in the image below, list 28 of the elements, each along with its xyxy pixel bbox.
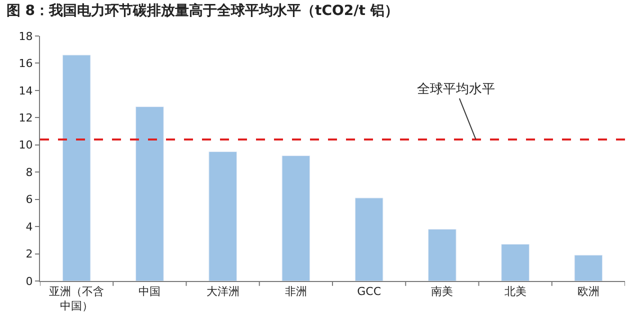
bar [574,254,603,281]
x-tick-label: GCC [357,285,382,298]
y-tick-label: 8 [26,166,33,179]
y-tick-label: 18 [18,30,33,43]
bar [354,198,384,281]
x-tick-label: 南美 [431,285,454,298]
bar [136,106,164,281]
x-tick-label: 非洲 [284,285,307,298]
y-tick-label: 4 [26,220,33,234]
y-tick-label: 16 [18,57,33,70]
x-tick-label: 欧洲 [577,285,600,298]
bar [282,156,310,281]
chart-title: 图 8：我国电力环节碳排放量高于全球平均水平（tCO2/t 铝） [6,2,398,19]
bar [501,244,530,281]
y-tick-label: 2 [26,248,33,261]
y-tick-label: 10 [18,138,33,152]
y-tick-label: 12 [18,112,33,125]
y-tick-label: 0 [26,274,33,288]
x-tick-label: 北美 [504,285,526,298]
x-tick-label: 中国 [138,285,161,298]
bar [62,54,91,281]
x-tick-label: 亚洲（不含中国） [49,285,104,312]
y-tick-label: 6 [26,193,33,206]
x-tick-label: 大洋洲 [206,285,240,298]
ref-line-label: 全球平均水平 [417,82,495,97]
bar [428,229,456,281]
y-tick-label: 14 [18,84,33,98]
bar [208,151,237,281]
